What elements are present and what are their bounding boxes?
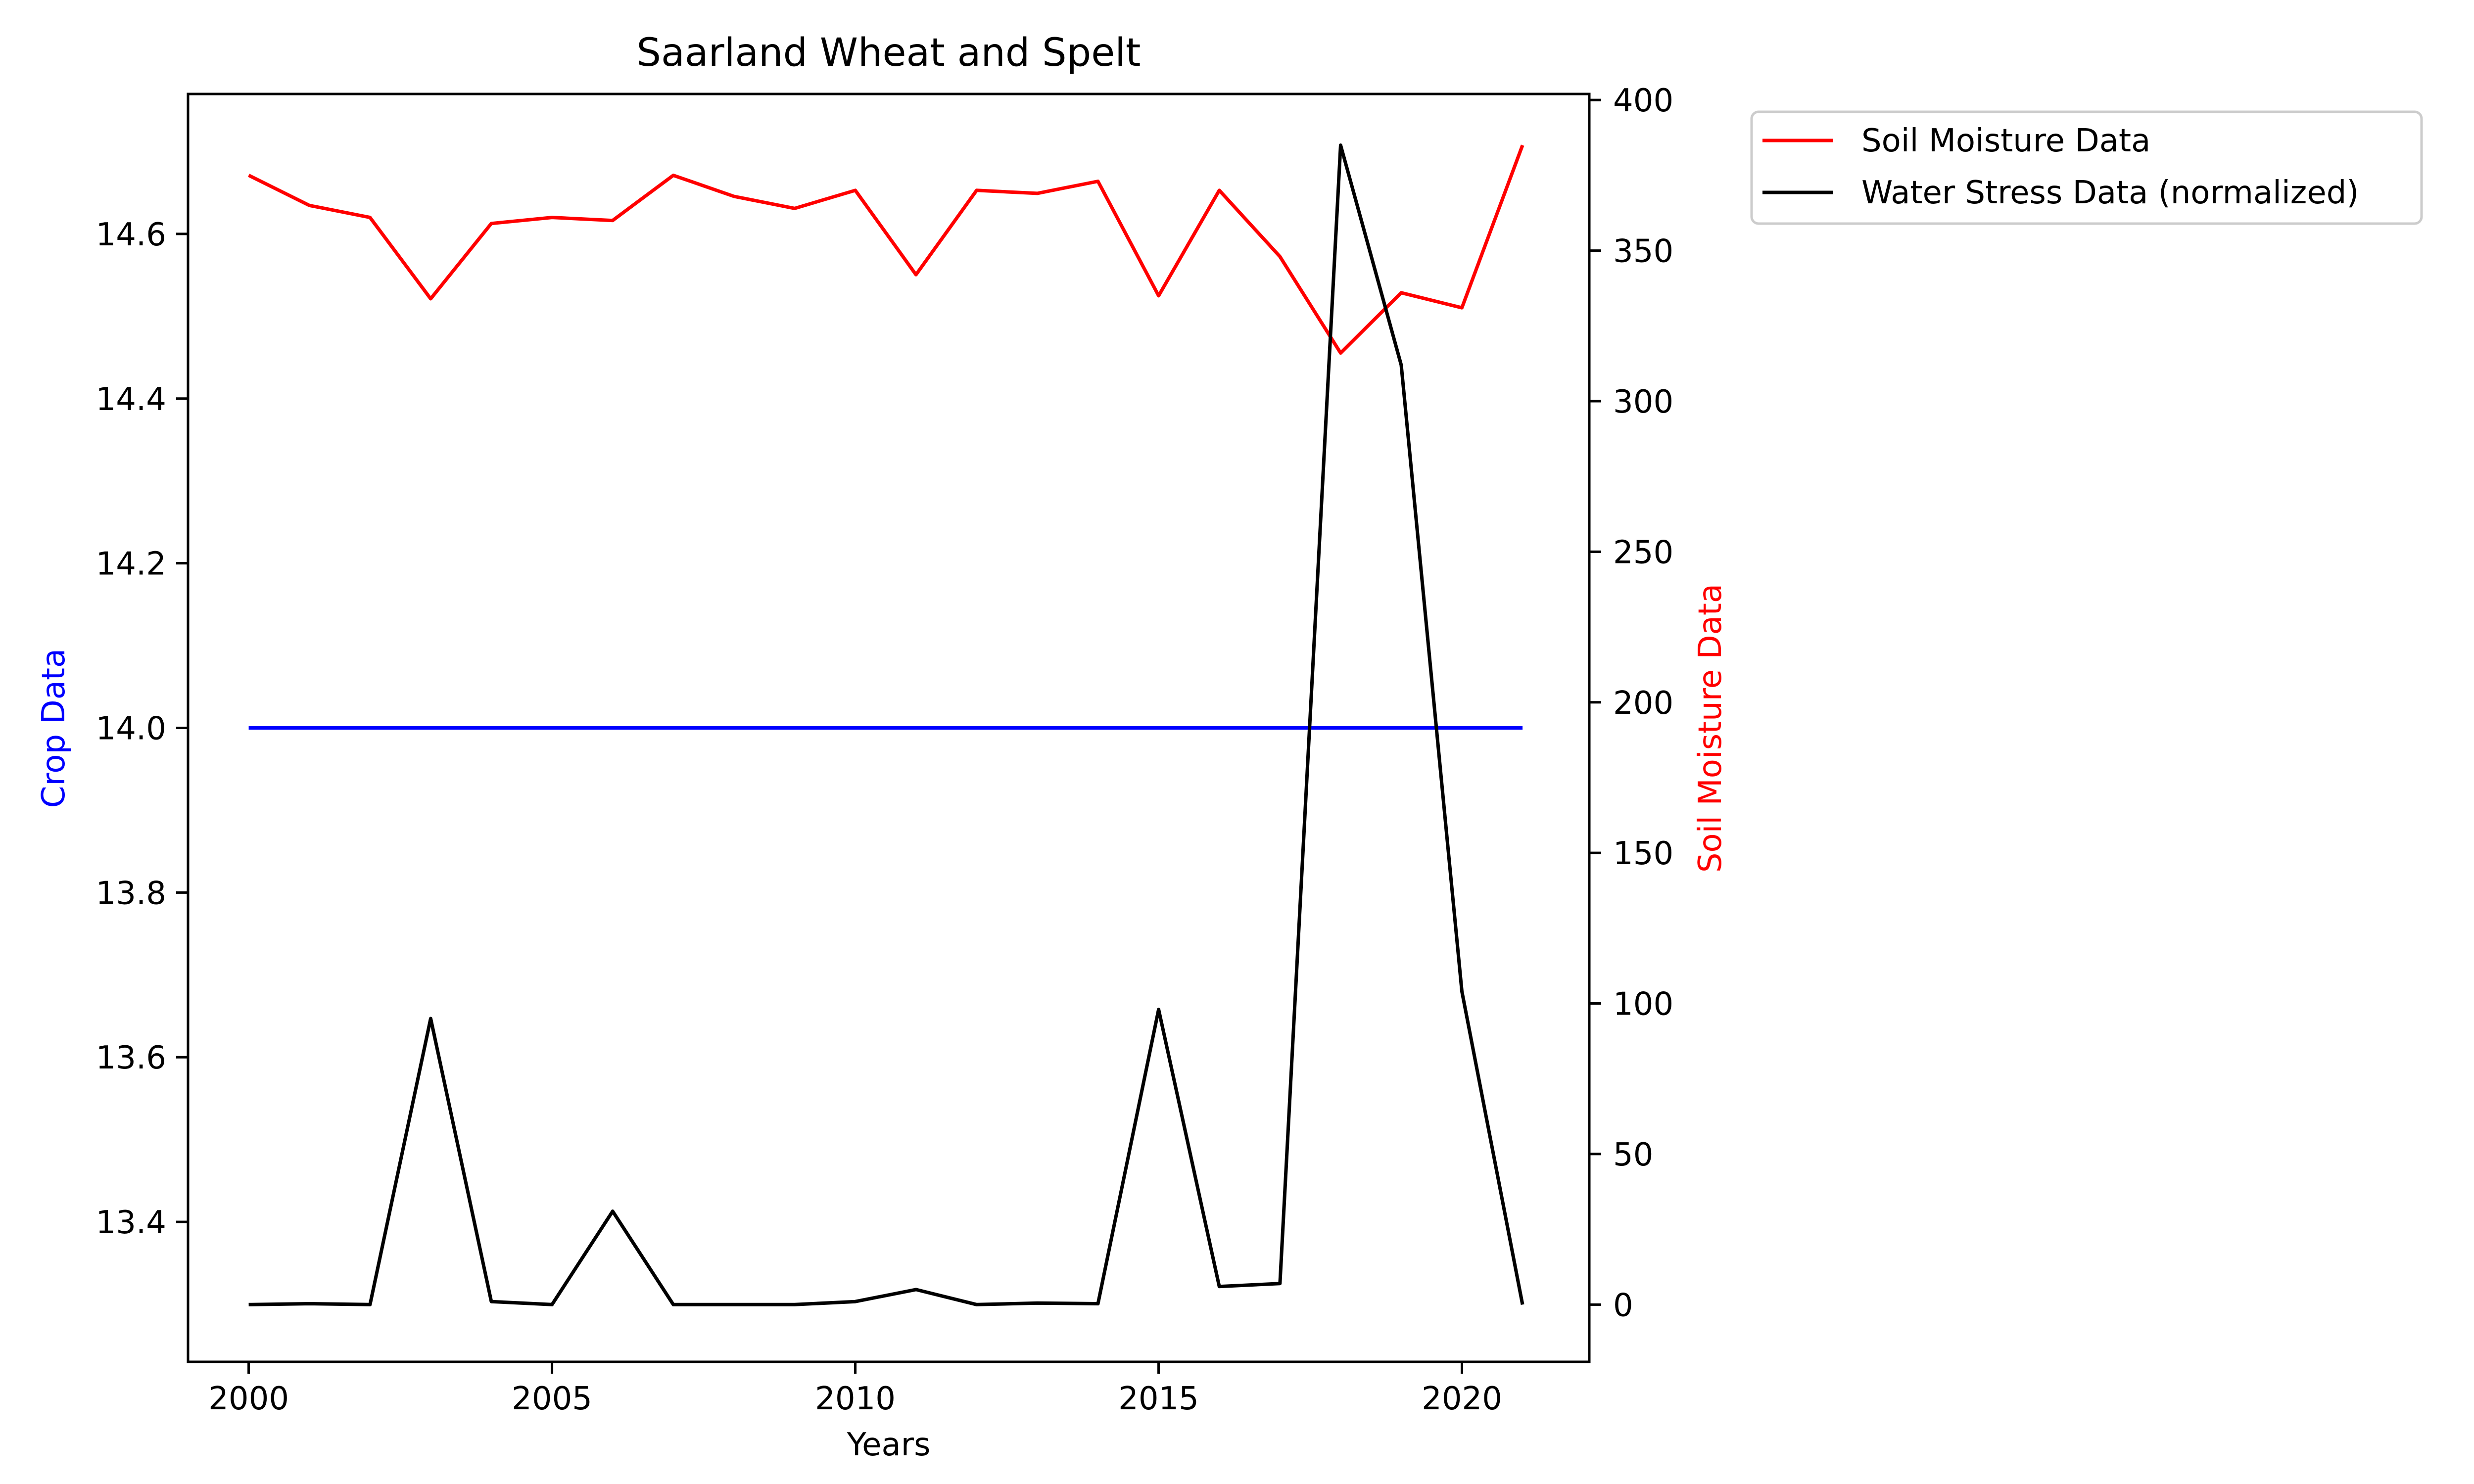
x-tick-label: 2005	[512, 1381, 592, 1417]
x-tick-label: 2015	[1118, 1381, 1199, 1417]
legend-label: Water Stress Data (normalized)	[1861, 175, 2359, 211]
y-tick-label-left: 14.4	[96, 381, 167, 418]
y-axis-label-left: Crop Data	[36, 649, 72, 808]
x-tick-label: 2020	[1422, 1381, 1502, 1417]
y-tick-label-left: 14.2	[96, 546, 167, 583]
y-axis-label-right: Soil Moisture Data	[1692, 584, 1729, 873]
y-tick-label-right: 300	[1613, 384, 1673, 420]
y-tick-label-right: 100	[1613, 986, 1673, 1023]
y-tick-label-right: 350	[1613, 233, 1673, 270]
y-tick-label-left: 13.8	[96, 875, 167, 912]
y-axis-right: 0 50 100 150 200 250 300 350 400	[1589, 83, 1673, 1324]
y-tick-label-right: 250	[1613, 534, 1673, 571]
series-line-1	[248, 144, 1524, 355]
legend-frame	[1750, 110, 2423, 225]
series-layer	[248, 143, 1524, 1306]
y-tick-label-right: 200	[1613, 685, 1673, 722]
x-axis-label: Years	[847, 1427, 931, 1463]
y-tick-label-right: 0	[1613, 1287, 1633, 1324]
y-tick-label-left: 13.4	[96, 1205, 167, 1241]
y-axis-left: 13.4 13.6 13.8 14.0 14.2 14.4 14.6	[96, 217, 188, 1241]
y-tick-label-right: 150	[1613, 835, 1673, 872]
series-line-2	[248, 143, 1524, 1306]
y-tick-label-right: 400	[1613, 83, 1673, 119]
legend-label: Soil Moisture Data	[1861, 123, 2150, 159]
y-tick-label-left: 14.0	[96, 711, 167, 747]
y-tick-label-left: 14.6	[96, 217, 167, 253]
x-tick-label: 2000	[208, 1381, 289, 1417]
y-tick-label-left: 13.6	[96, 1040, 167, 1076]
legend: Soil Moisture Data Water Stress Data (no…	[1750, 110, 2423, 225]
x-axis: 2000 2005 2010 2015 2020	[208, 1362, 1502, 1417]
chart-title: Saarland Wheat and Spelt	[637, 31, 1141, 75]
y-tick-label-right: 50	[1613, 1137, 1653, 1173]
x-tick-label: 2010	[815, 1381, 896, 1417]
